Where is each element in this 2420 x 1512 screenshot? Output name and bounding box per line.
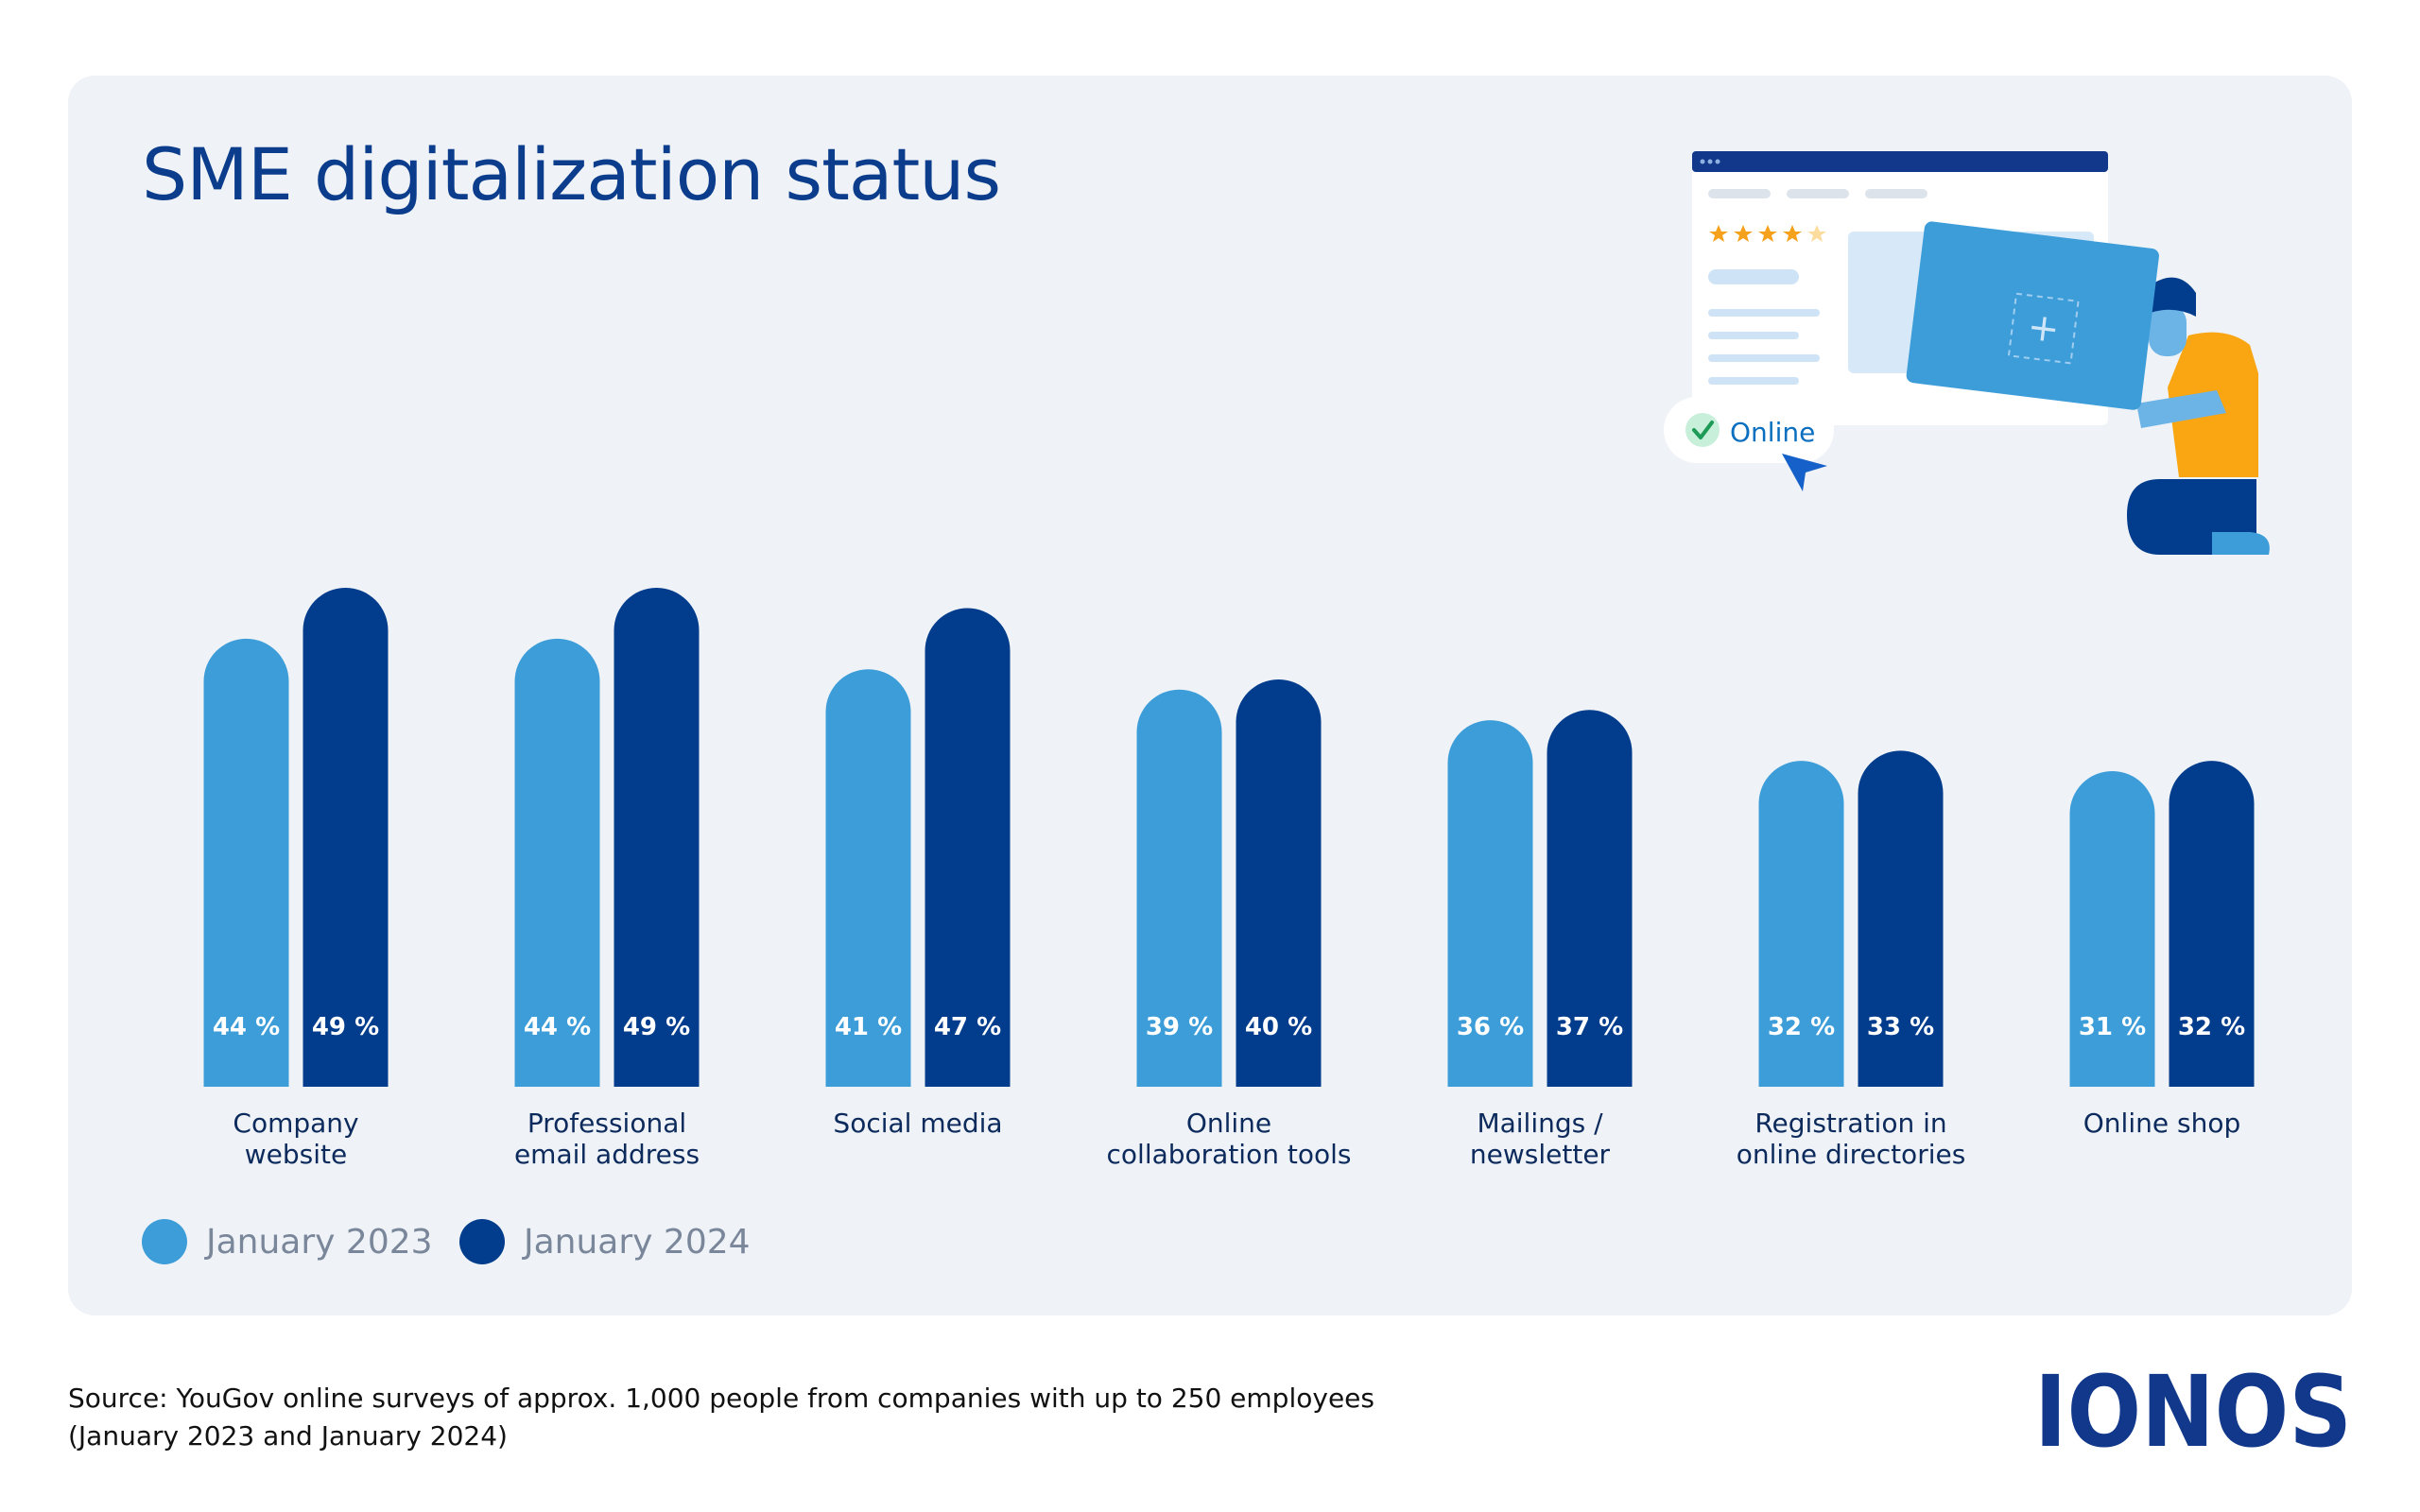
ionos-logo-text: IONOS <box>2034 1361 2352 1457</box>
value-label-professional-email-address-2024: 49 % <box>623 1013 690 1041</box>
bar-company-website-2024 <box>302 588 389 1087</box>
value-label-registration-in-online-directories-2023: 32 % <box>1768 1013 1835 1041</box>
website-builder-illustration: + Online <box>1664 151 2270 555</box>
value-label-mailings-newsletter-2023: 36 % <box>1457 1013 1524 1041</box>
bar-social-media-2023 <box>825 669 911 1087</box>
legend-label-2023: January 2023 <box>206 1222 433 1262</box>
value-label-online-collaboration-tools-2023: 39 % <box>1146 1013 1213 1041</box>
legend-item-2023: January 2023 <box>142 1219 433 1264</box>
category-label-company-website: Company website <box>233 1108 358 1170</box>
category-label-mailings-newsletter: Mailings / newsletter <box>1470 1108 1611 1170</box>
bar-online-shop-2023 <box>2069 770 2155 1087</box>
category-label-social-media: Social media <box>833 1108 1002 1139</box>
bar-company-website-2023 <box>203 638 289 1087</box>
value-label-mailings-newsletter-2024: 37 % <box>1556 1013 1623 1041</box>
value-label-social-media-2024: 47 % <box>934 1013 1001 1041</box>
source-line-1: Source: YouGov online surveys of approx.… <box>68 1383 1374 1414</box>
value-label-social-media-2023: 41 % <box>835 1013 902 1041</box>
category-label-online-collaboration-tools: Online collaboration tools <box>1107 1108 1352 1170</box>
chart-title: SME digitalization status <box>142 132 1001 216</box>
panel-illustration: + <box>1906 221 2159 410</box>
legend-swatch-2023 <box>142 1219 187 1264</box>
category-label-professional-email-address: Professional email address <box>514 1108 700 1170</box>
online-badge-label: Online <box>1730 417 1815 448</box>
cursor-icon <box>1782 454 1827 491</box>
source-line-2: (January 2023 and January 2024) <box>68 1420 508 1452</box>
category-label-online-shop: Online shop <box>2083 1108 2240 1139</box>
value-label-company-website-2023: 44 % <box>213 1013 280 1041</box>
bar-online-shop-2024 <box>2169 761 2255 1087</box>
bar-social-media-2024 <box>925 608 1011 1087</box>
bar-professional-email-address-2023 <box>514 638 600 1087</box>
legend-swatch-2024 <box>459 1219 505 1264</box>
value-label-professional-email-address-2023: 44 % <box>524 1013 591 1041</box>
bar-registration-in-online-directories-2023 <box>1758 761 1844 1087</box>
bar-mailings-newsletter-2024 <box>1547 710 1633 1087</box>
plus-icon: + <box>2025 305 2062 352</box>
online-badge: Online <box>1664 397 1834 491</box>
value-label-online-shop-2023: 31 % <box>2079 1013 2146 1041</box>
star-rating-icon <box>1709 225 1826 242</box>
bar-registration-in-online-directories-2024 <box>1858 750 1944 1087</box>
value-label-registration-in-online-directories-2024: 33 % <box>1867 1013 1934 1041</box>
ionos-logo: IONOS <box>2034 1361 2352 1457</box>
value-label-online-shop-2024: 32 % <box>2178 1013 2245 1041</box>
checkmark-icon <box>1685 413 1720 447</box>
bar-online-collaboration-tools-2023 <box>1136 689 1222 1087</box>
legend-item-2024: January 2024 <box>459 1219 751 1264</box>
bar-mailings-newsletter-2023 <box>1447 720 1533 1087</box>
source-note: Source: YouGov online surveys of approx.… <box>68 1380 1486 1455</box>
value-label-company-website-2024: 49 % <box>312 1013 379 1041</box>
person-illustration <box>2127 277 2270 555</box>
bar-professional-email-address-2024 <box>614 588 700 1087</box>
legend-label-2024: January 2024 <box>524 1222 751 1262</box>
bar-online-collaboration-tools-2024 <box>1236 679 1322 1087</box>
category-label-registration-in-online-directories: Registration in online directories <box>1737 1108 1966 1170</box>
value-label-online-collaboration-tools-2024: 40 % <box>1245 1013 1312 1041</box>
